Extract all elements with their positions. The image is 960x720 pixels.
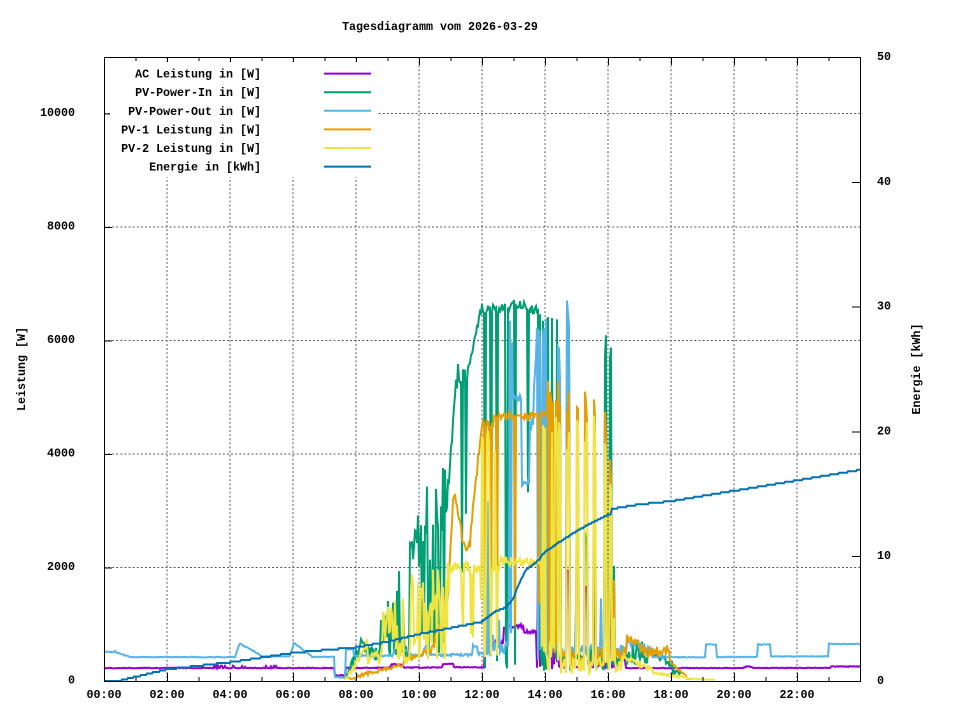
svg-text:04:00: 04:00 <box>213 688 248 702</box>
svg-text:22:00: 22:00 <box>780 688 815 702</box>
svg-text:4000: 4000 <box>47 447 75 461</box>
svg-text:AC Leistung in [W]: AC Leistung in [W] <box>135 68 261 82</box>
svg-text:10000: 10000 <box>40 106 75 120</box>
svg-text:Leistung [W]: Leistung [W] <box>15 327 29 411</box>
svg-text:8000: 8000 <box>47 220 75 234</box>
svg-text:PV-Power-In in [W]: PV-Power-In in [W] <box>135 86 261 100</box>
svg-text:10:00: 10:00 <box>402 688 437 702</box>
svg-text:50: 50 <box>877 50 891 64</box>
svg-text:18:00: 18:00 <box>654 688 689 702</box>
svg-text:30: 30 <box>877 300 891 314</box>
svg-text:08:00: 08:00 <box>339 688 374 702</box>
svg-text:Energie [kWh]: Energie [kWh] <box>910 324 924 415</box>
svg-text:Tagesdiagramm vom 2026-03-29: Tagesdiagramm vom 2026-03-29 <box>342 20 538 34</box>
svg-text:0: 0 <box>877 674 884 688</box>
svg-text:PV-2 Leistung in [W]: PV-2 Leistung in [W] <box>121 142 261 156</box>
svg-text:6000: 6000 <box>47 333 75 347</box>
svg-text:2000: 2000 <box>47 560 75 574</box>
svg-text:Energie in [kWh]: Energie in [kWh] <box>149 161 261 175</box>
svg-text:PV-Power-Out in [W]: PV-Power-Out in [W] <box>128 105 261 119</box>
svg-text:40: 40 <box>877 175 891 189</box>
svg-text:06:00: 06:00 <box>276 688 311 702</box>
svg-text:20:00: 20:00 <box>717 688 752 702</box>
svg-text:20: 20 <box>877 424 891 438</box>
svg-text:0: 0 <box>68 674 75 688</box>
svg-text:PV-1 Leistung in [W]: PV-1 Leistung in [W] <box>121 123 261 137</box>
svg-text:00:00: 00:00 <box>87 688 122 702</box>
svg-text:16:00: 16:00 <box>591 688 626 702</box>
svg-text:12:00: 12:00 <box>465 688 500 702</box>
svg-text:10: 10 <box>877 549 891 563</box>
svg-text:02:00: 02:00 <box>150 688 185 702</box>
svg-text:14:00: 14:00 <box>528 688 563 702</box>
